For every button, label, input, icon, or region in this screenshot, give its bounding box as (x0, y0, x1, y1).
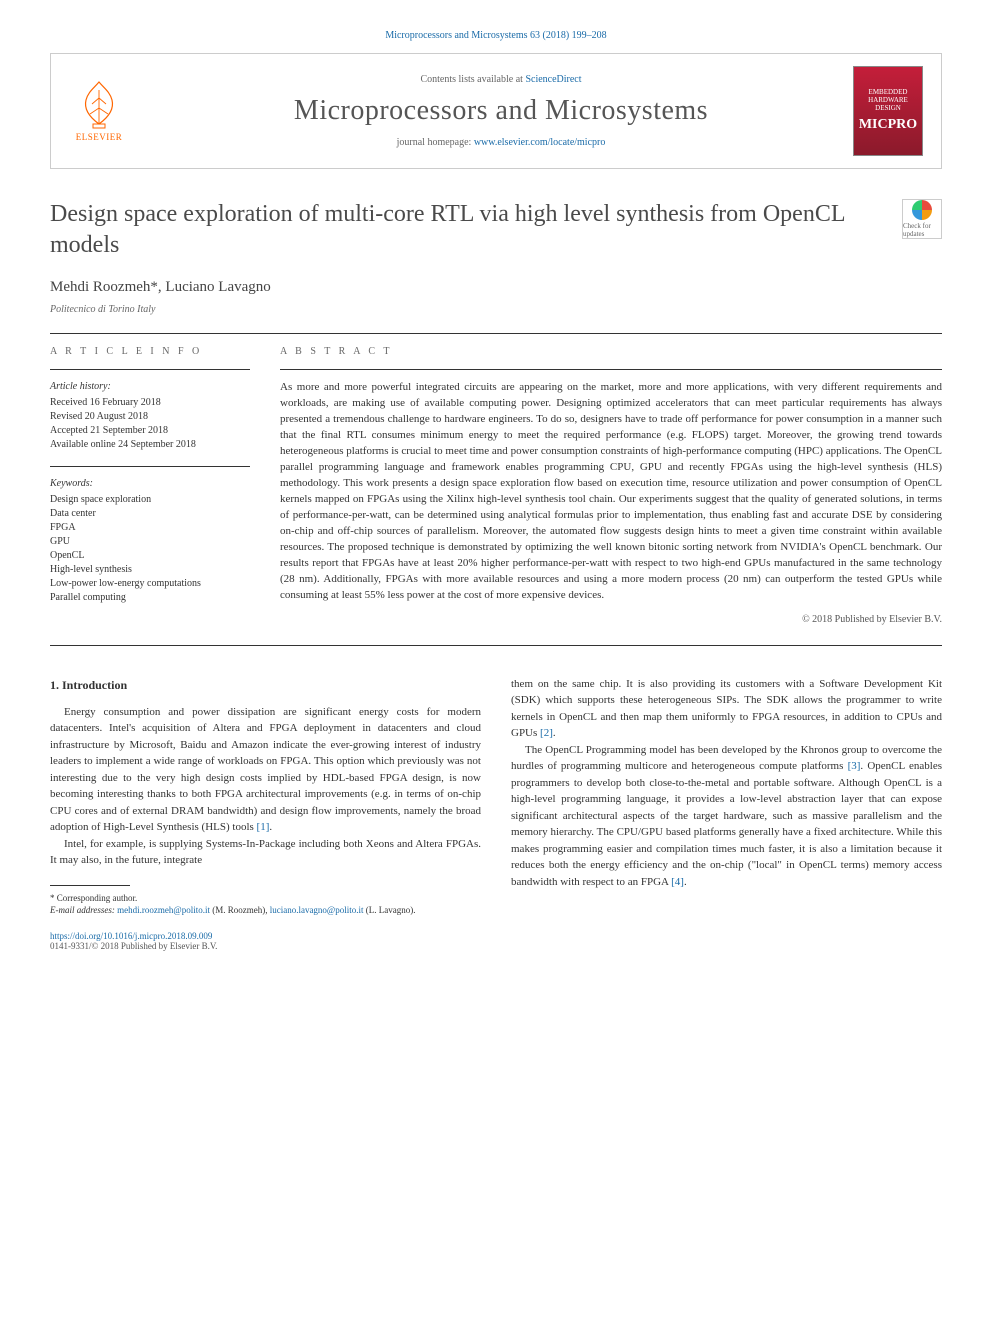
divider (50, 645, 942, 646)
ref-4[interactable]: [4] (671, 876, 684, 888)
left-column: 1. Introduction Energy consumption and p… (50, 676, 481, 917)
issn-line: 0141-9331/© 2018 Published by Elsevier B… (50, 941, 942, 951)
email-line: E-mail addresses: mehdi.roozmeh@polito.i… (50, 904, 481, 917)
cover-top-label: EMBEDDED HARDWARE DESIGN (858, 89, 918, 112)
corresponding-author: * Corresponding author. (50, 892, 481, 905)
doi-link[interactable]: https://doi.org/10.1016/j.micpro.2018.09… (50, 931, 942, 941)
divider (50, 333, 942, 334)
intro-p2: Intel, for example, is supplying Systems… (50, 836, 481, 869)
author-email-1[interactable]: mehdi.roozmeh@polito.it (117, 905, 210, 915)
history-revised: Revised 20 August 2018 (50, 410, 250, 424)
journal-title: Microprocessors and Microsystems (149, 95, 853, 127)
article-info-heading: A R T I C L E I N F O (50, 346, 250, 357)
section-1-heading: 1. Introduction (50, 676, 481, 694)
abstract-column: A B S T R A C T As more and more powerfu… (280, 346, 942, 624)
keywords-label: Keywords: (50, 477, 250, 491)
history-online: Available online 24 September 2018 (50, 438, 250, 452)
intro-p3: them on the same chip. It is also provid… (511, 676, 942, 742)
journal-header: ELSEVIER Contents lists available at Sci… (50, 53, 942, 169)
publisher-logo: ELSEVIER (69, 76, 129, 146)
keyword: Low-power low-energy computations (50, 577, 250, 591)
footnote-separator (50, 885, 130, 886)
crossmark-label: Check for updates (903, 222, 941, 238)
contents-available: Contents lists available at ScienceDirec… (149, 74, 853, 85)
keyword: High-level synthesis (50, 563, 250, 577)
sciencedirect-link[interactable]: ScienceDirect (525, 74, 581, 85)
cover-main-label: MICPRO (859, 117, 917, 133)
keyword: OpenCL (50, 549, 250, 563)
right-column: them on the same chip. It is also provid… (511, 676, 942, 917)
journal-homepage: journal homepage: www.elsevier.com/locat… (149, 137, 853, 148)
copyright: © 2018 Published by Elsevier B.V. (280, 614, 942, 625)
intro-p1: Energy consumption and power dissipation… (50, 704, 481, 836)
keyword: Parallel computing (50, 591, 250, 605)
journal-cover-thumb: EMBEDDED HARDWARE DESIGN MICPRO (853, 66, 923, 156)
crossmark-icon (912, 200, 932, 220)
homepage-link[interactable]: www.elsevier.com/locate/micpro (474, 137, 606, 148)
history-label: Article history: (50, 380, 250, 394)
author-email-2[interactable]: luciano.lavagno@polito.it (270, 905, 364, 915)
history-accepted: Accepted 21 September 2018 (50, 424, 250, 438)
elsevier-tree-icon (76, 80, 122, 130)
crossmark-badge[interactable]: Check for updates (902, 199, 942, 239)
article-title: Design space exploration of multi-core R… (50, 199, 882, 261)
keyword: Design space exploration (50, 493, 250, 507)
keyword: GPU (50, 535, 250, 549)
footnotes: * Corresponding author. E-mail addresses… (50, 892, 481, 917)
history-received: Received 16 February 2018 (50, 396, 250, 410)
citation-line: Microprocessors and Microsystems 63 (201… (50, 30, 942, 41)
affiliation: Politecnico di Torino Italy (50, 304, 942, 315)
keyword: Data center (50, 507, 250, 521)
publisher-name: ELSEVIER (76, 132, 123, 142)
ref-2[interactable]: [2] (540, 727, 553, 739)
body-two-column: 1. Introduction Energy consumption and p… (50, 676, 942, 917)
ref-3[interactable]: [3] (848, 760, 861, 772)
intro-p4: The OpenCL Programming model has been de… (511, 742, 942, 891)
author-list: Mehdi Roozmeh*, Luciano Lavagno (50, 279, 942, 296)
abstract-heading: A B S T R A C T (280, 346, 942, 357)
ref-1[interactable]: [1] (257, 821, 270, 833)
abstract-text: As more and more powerful integrated cir… (280, 380, 942, 603)
article-info-column: A R T I C L E I N F O Article history: R… (50, 346, 250, 624)
keyword: FPGA (50, 521, 250, 535)
